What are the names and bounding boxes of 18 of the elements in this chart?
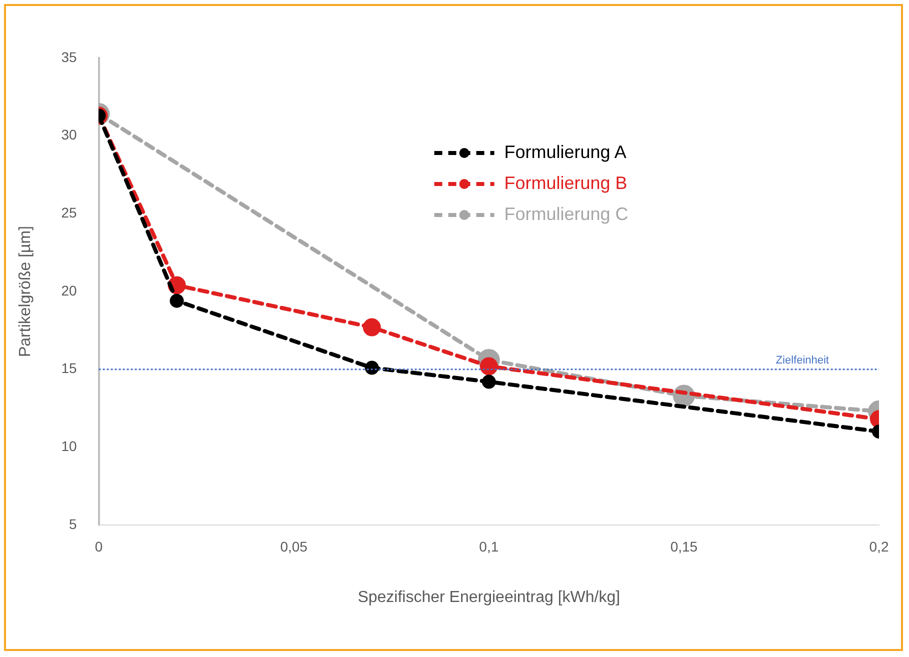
y-tick-label: 10 bbox=[61, 438, 77, 454]
x-tick-label: 0,05 bbox=[280, 538, 308, 554]
y-tick-label: 25 bbox=[61, 204, 77, 221]
legend-label: Formulierung C bbox=[504, 204, 628, 224]
y-axis-title: Partikelgröße [µm] bbox=[17, 226, 34, 358]
y-tick-label: 15 bbox=[61, 360, 77, 376]
x-tick-label: 0,1 bbox=[479, 538, 499, 554]
x-tick-label: 0,15 bbox=[670, 538, 698, 554]
x-tick-label: 0 bbox=[94, 538, 103, 554]
x-tick-label: 0,2 bbox=[869, 538, 889, 554]
y-tick-label: 35 bbox=[61, 48, 77, 65]
x-axis-title: Spezifischer Energieeintrag [kWh/kg] bbox=[358, 588, 620, 606]
ref-line-label: Zielfeinheit bbox=[776, 354, 829, 366]
legend-label: Formulierung B bbox=[504, 172, 628, 193]
legend-label: Formulierung A bbox=[504, 142, 626, 162]
y-tick-label: 20 bbox=[61, 282, 77, 298]
y-tick-label: 5 bbox=[68, 516, 77, 532]
y-tick-label: 30 bbox=[61, 126, 77, 143]
